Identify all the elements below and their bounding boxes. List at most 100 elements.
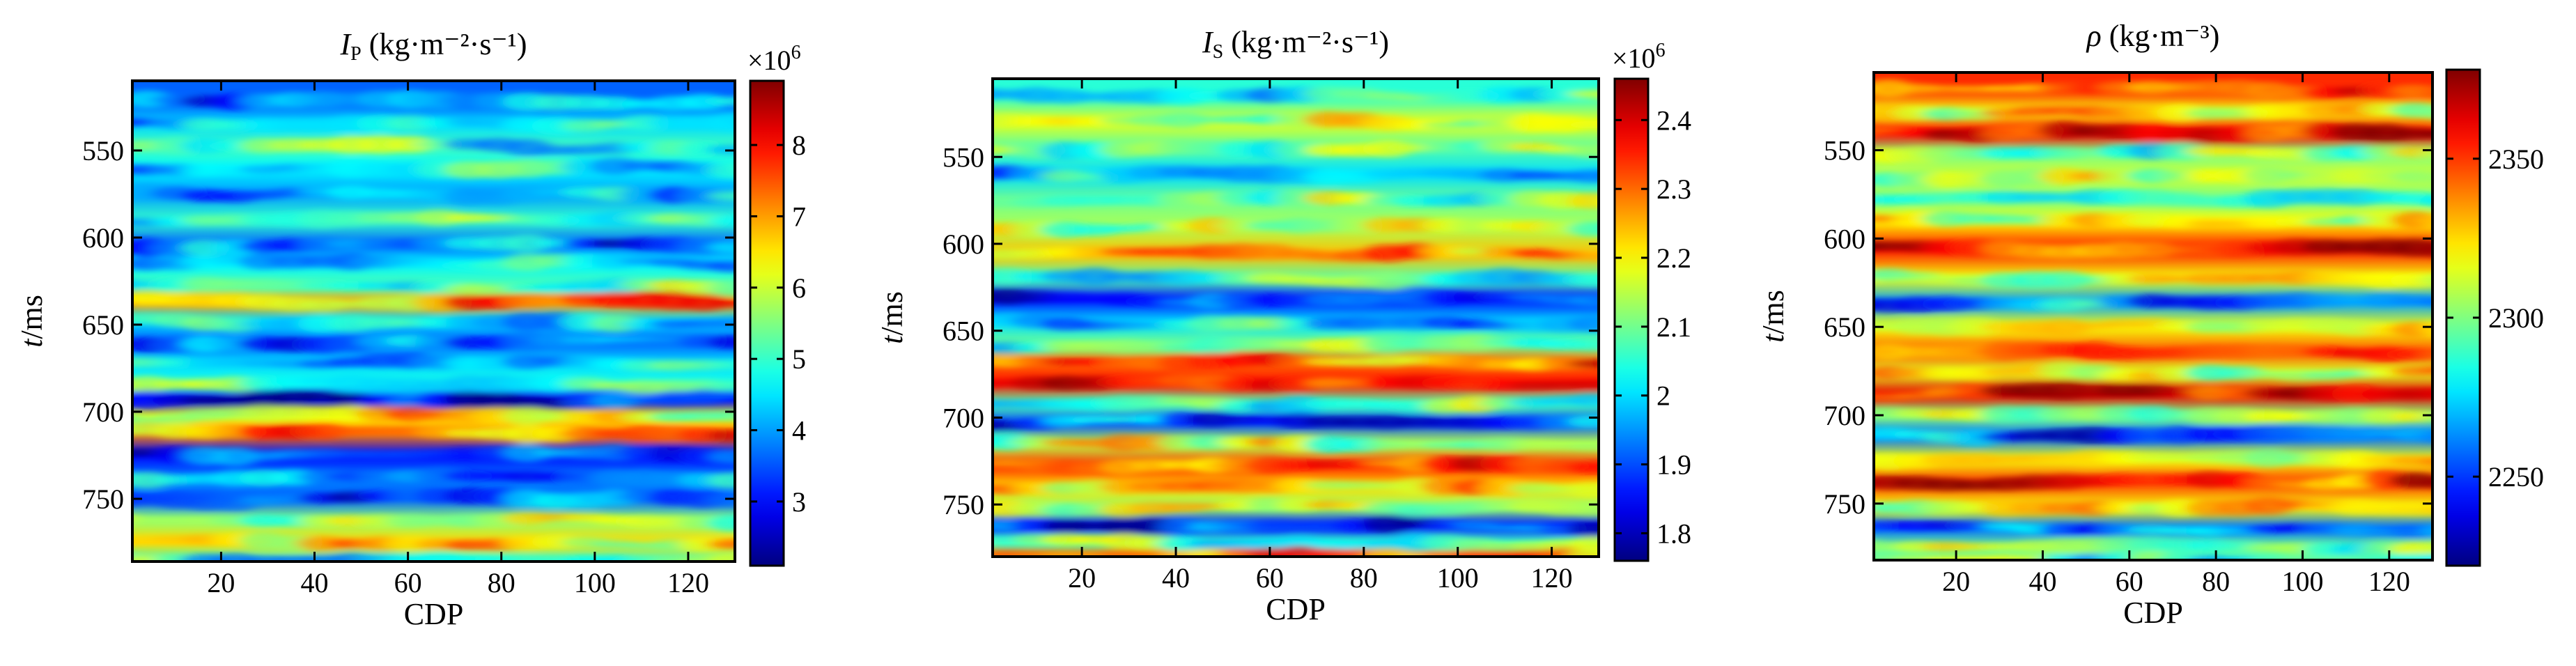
texture-blob <box>1158 518 1208 535</box>
texture-blob <box>385 136 435 153</box>
texture-blob <box>707 299 735 308</box>
y-tick-label: 550 <box>942 141 984 173</box>
y-tick-label: 750 <box>1824 488 1865 520</box>
texture-blob <box>590 409 640 424</box>
texture-blob <box>707 317 735 330</box>
texture-blob <box>2419 476 2433 489</box>
texture-blob <box>707 335 735 350</box>
texture-blob <box>502 443 552 463</box>
y-axis-label: t/ms <box>875 291 909 344</box>
texture-blob <box>707 144 735 155</box>
texture-blob <box>590 157 640 176</box>
y-axis-label-italic: t <box>15 338 49 348</box>
texture-blob <box>2039 270 2089 289</box>
texture-blob <box>2419 241 2433 258</box>
texture-blob <box>1567 294 1599 307</box>
x-tick-label: 100 <box>1437 562 1479 594</box>
x-tick-label: 20 <box>207 567 235 598</box>
x-tick-label: 80 <box>1350 562 1378 594</box>
texture-blob <box>1538 357 1588 371</box>
texture-blob <box>2039 318 2089 337</box>
x-tick-label: 80 <box>488 567 515 598</box>
texture-blob <box>2390 127 2433 140</box>
colorbar-tick-label: 2.1 <box>1656 311 1691 343</box>
heatmap-texture <box>132 89 735 562</box>
colorbar-multiplier: ×106 <box>747 42 801 76</box>
texture-blob <box>707 429 735 442</box>
axes-frame <box>131 79 736 563</box>
texture-blob <box>1567 441 1599 451</box>
texture-blob <box>707 113 735 132</box>
texture-blob <box>1922 172 1972 188</box>
texture-blob <box>2419 215 2433 229</box>
colorbar <box>749 79 785 567</box>
texture-blob <box>1567 89 1599 99</box>
texture-blob <box>1567 359 1599 368</box>
texture-blob <box>590 253 640 269</box>
texture-blob <box>1480 478 1530 497</box>
texture-blob <box>1567 520 1599 538</box>
texture-blob <box>1567 221 1599 237</box>
texture-blob <box>1041 520 1091 532</box>
x-tick-label: 40 <box>301 567 329 598</box>
texture-blob <box>2419 87 2433 97</box>
colorbar-tick-label: 7 <box>792 201 806 232</box>
y-axis-label: t/ms <box>15 295 49 348</box>
texture-blob <box>297 423 348 440</box>
heatmap <box>1874 72 2433 560</box>
texture-blob <box>385 514 435 528</box>
colorbar-tick-label: 4 <box>792 415 806 447</box>
y-axis-label: t/ms <box>1756 290 1790 343</box>
texture-blob <box>707 280 735 296</box>
y-axis-label-rest: /ms <box>15 295 49 339</box>
colorbar-tick-label: 2.2 <box>1656 242 1691 274</box>
texture-blob <box>1567 502 1599 517</box>
colorbar-multiplier: ×106 <box>1612 40 1666 74</box>
heatmap-texture <box>993 86 1599 557</box>
texture-blob <box>1567 546 1599 557</box>
colorbar-tick-label: 2250 <box>2488 461 2544 493</box>
texture-blob <box>2127 241 2177 258</box>
title-units: (kg·m⁻²·s⁻¹) <box>1223 25 1389 59</box>
texture-blob <box>1158 87 1208 105</box>
colorbar-multiplier-base: ×10 <box>747 45 791 76</box>
texture-blob <box>707 410 735 421</box>
x-axis-label: CDP <box>1266 592 1326 626</box>
texture-blob <box>1567 121 1599 129</box>
title-units: (kg·m⁻³) <box>2102 19 2220 53</box>
texture-blob <box>590 210 640 228</box>
texture-blob <box>1951 317 2001 336</box>
texture-blob <box>707 493 735 508</box>
heatmap <box>993 79 1599 557</box>
y-tick-label: 550 <box>1824 135 1865 166</box>
colorbar-tick-label: 5 <box>792 343 806 375</box>
texture-blob <box>2331 385 2382 403</box>
texture-blob <box>1567 380 1599 389</box>
texture-blob <box>678 293 728 311</box>
texture-blob <box>1158 111 1208 128</box>
chart-title: ρ (kg·m⁻³) <box>2086 19 2220 53</box>
texture-blob <box>707 472 735 489</box>
texture-blob <box>297 536 348 552</box>
x-axis-label: CDP <box>404 597 464 631</box>
x-tick-label: 60 <box>394 567 422 598</box>
y-tick-label: 650 <box>1824 311 1865 343</box>
texture-blob <box>1363 139 1413 157</box>
texture-blob <box>707 240 735 254</box>
texture-blob <box>414 466 465 486</box>
texture-blob <box>1538 115 1588 133</box>
texture-blob <box>1567 192 1599 210</box>
texture-blob <box>2419 387 2433 399</box>
colorbar-tick-label: 8 <box>792 130 806 161</box>
texture-blob <box>2419 431 2433 443</box>
colorbar-tick-label: 2.4 <box>1656 104 1691 136</box>
chart-panel-2: 20 40 60 80 100 120 550 600 650 700 750 CDP t/ms IS (… <box>875 25 1691 626</box>
y-tick-label: 700 <box>942 402 984 433</box>
colorbar-multiplier-exponent: 6 <box>1656 40 1666 61</box>
texture-blob <box>210 316 260 332</box>
texture-blob <box>2419 365 2433 375</box>
texture-blob <box>414 209 465 226</box>
texture-blob <box>2419 524 2433 537</box>
texture-blob <box>707 190 735 201</box>
